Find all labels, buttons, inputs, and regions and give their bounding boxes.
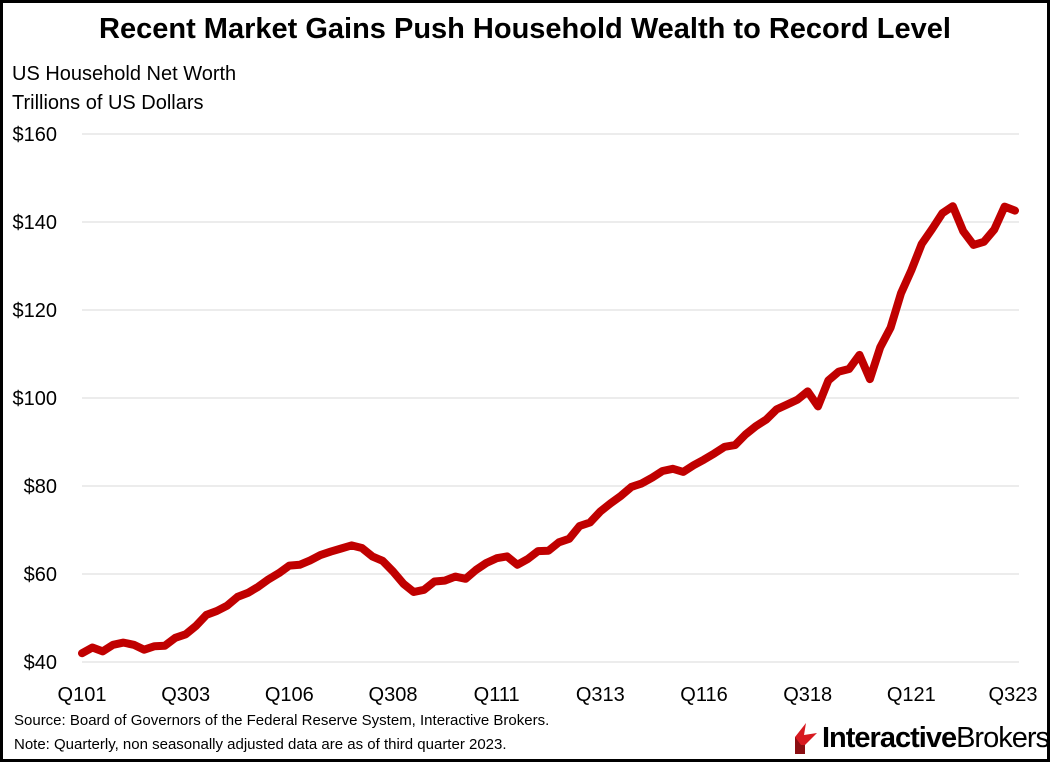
- logo-text-regular: Brokers: [956, 721, 1049, 754]
- x-tick-label: Q313: [576, 684, 625, 706]
- logo-wordmark: InteractiveBrokers: [822, 721, 1049, 754]
- gridlines: [82, 133, 1019, 663]
- interactive-brokers-logo: InteractiveBrokers: [791, 719, 1049, 757]
- x-tick-label: Q318: [783, 684, 832, 706]
- x-tick-label: Q303: [161, 684, 210, 706]
- line-chart: $40 $60 $80 $100 $120 $140 $160 Q101 Q303 Q106 Q3…: [13, 124, 1038, 706]
- y-tick-label: $80: [24, 476, 57, 498]
- y-tick-label: $160: [13, 124, 58, 146]
- y-tick-label: $120: [13, 300, 58, 322]
- note-text: Note: Quarterly, non seasonally adjusted…: [14, 736, 507, 753]
- series-line-household-net-worth: [78, 202, 1019, 658]
- x-tick-label: Q323: [989, 684, 1038, 706]
- y-tick-label: $140: [13, 212, 58, 234]
- x-tick-label: Q116: [680, 684, 727, 706]
- y-tick-label: $40: [24, 652, 57, 674]
- y-axis-ticks: $40 $60 $80 $100 $120 $140 $160: [13, 124, 58, 674]
- x-tick-label: Q111: [474, 684, 520, 706]
- y-axis-label: Trillions of US Dollars: [12, 92, 204, 114]
- series-lines: [78, 202, 1019, 658]
- chart-subtitle: US Household Net Worth: [12, 63, 237, 85]
- brokers-logo-icon: [795, 723, 817, 754]
- x-tick-label: Q101: [58, 684, 107, 706]
- x-tick-label: Q308: [369, 684, 418, 706]
- chart-title: Recent Market Gains Push Household Wealt…: [99, 13, 951, 45]
- source-text: Source: Board of Governors of the Federa…: [14, 712, 550, 729]
- x-tick-label: Q121: [887, 684, 936, 706]
- y-tick-label: $100: [13, 388, 58, 410]
- x-tick-label: Q106: [265, 684, 314, 706]
- y-tick-label: $60: [24, 564, 57, 586]
- logo-text-bold: Interactive: [822, 721, 957, 754]
- x-axis-ticks: Q101 Q303 Q106 Q308 Q111 Q313 Q116 Q318 Q121 Q323: [58, 684, 1038, 706]
